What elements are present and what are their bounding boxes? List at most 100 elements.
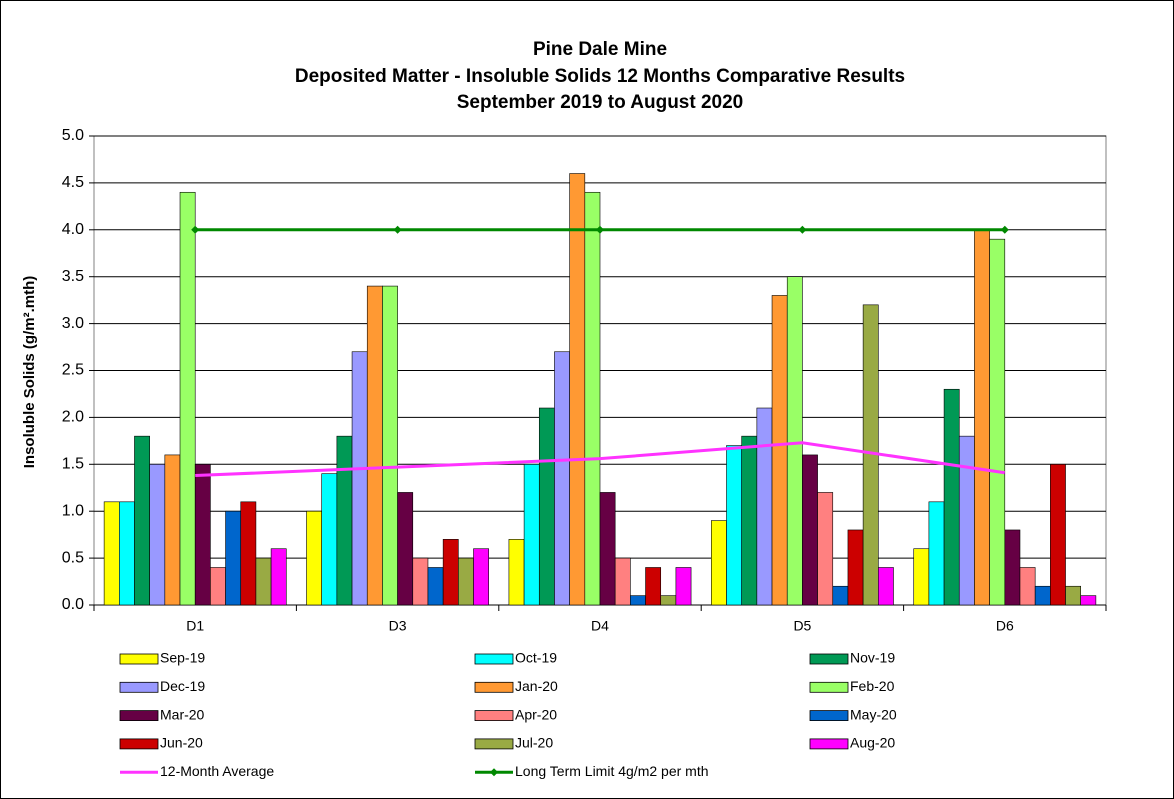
bar bbox=[1019, 567, 1036, 606]
bar bbox=[179, 191, 196, 606]
bar bbox=[321, 473, 338, 606]
bar bbox=[270, 548, 287, 606]
chart-title: Deposited Matter - Insoluble Solids 12 M… bbox=[295, 66, 905, 87]
bar bbox=[508, 539, 525, 606]
legend-swatch bbox=[119, 681, 159, 693]
legend-swatch bbox=[474, 738, 514, 750]
legend-label: Long Term Limit 4g/m2 per mth bbox=[515, 763, 709, 779]
bar bbox=[458, 557, 474, 606]
y-tick-label: 3.0 bbox=[62, 315, 84, 332]
y-tick-label: 0.0 bbox=[62, 596, 84, 613]
bar bbox=[614, 557, 631, 606]
y-tick-label: 1.5 bbox=[62, 456, 84, 473]
bar bbox=[913, 548, 930, 606]
bar bbox=[149, 463, 166, 606]
bar bbox=[351, 351, 368, 606]
bar bbox=[645, 567, 662, 606]
bar bbox=[1004, 529, 1021, 606]
bar bbox=[974, 229, 990, 606]
y-tick-label: 4.0 bbox=[62, 221, 84, 238]
y-tick-label: 1.0 bbox=[62, 502, 84, 519]
bar bbox=[1080, 595, 1097, 606]
bar bbox=[103, 501, 120, 606]
line-marker bbox=[596, 225, 604, 234]
bar bbox=[726, 445, 742, 606]
bar bbox=[943, 388, 960, 606]
bar bbox=[397, 492, 414, 606]
legend-label: Apr-20 bbox=[515, 706, 557, 722]
legend-label: Oct-19 bbox=[515, 650, 557, 666]
legend-label: Nov-19 bbox=[850, 650, 895, 666]
bar bbox=[1065, 585, 1082, 606]
bar bbox=[164, 454, 181, 606]
bar bbox=[194, 463, 211, 606]
legend-label: Jan-20 bbox=[515, 678, 558, 694]
x-tick-label: D5 bbox=[793, 618, 811, 634]
x-tick-label: D4 bbox=[591, 618, 609, 634]
bar bbox=[928, 501, 945, 606]
line-marker bbox=[1000, 225, 1009, 234]
line-marker bbox=[798, 225, 807, 234]
legend-swatch bbox=[474, 653, 514, 665]
bar bbox=[538, 407, 555, 606]
legend-label: Aug-20 bbox=[850, 735, 895, 751]
legend-swatch bbox=[474, 681, 514, 693]
legend-label: Dec-19 bbox=[160, 678, 205, 694]
legend-swatch bbox=[809, 710, 849, 721]
legend-swatch bbox=[119, 738, 159, 750]
bar bbox=[336, 435, 353, 606]
line-marker bbox=[393, 225, 402, 234]
bar bbox=[756, 407, 773, 606]
legend-swatch bbox=[809, 738, 849, 750]
bar bbox=[554, 351, 570, 606]
chart-title: September 2019 to August 2020 bbox=[457, 92, 744, 113]
bar bbox=[630, 595, 646, 606]
x-tick-label: D6 bbox=[996, 618, 1014, 634]
bar bbox=[225, 510, 242, 606]
bar bbox=[877, 567, 894, 606]
bar bbox=[306, 510, 322, 606]
bar bbox=[442, 539, 459, 606]
legend-label: Feb-20 bbox=[850, 678, 895, 694]
legend-label: Mar-20 bbox=[160, 706, 205, 722]
legend-swatch bbox=[474, 710, 514, 721]
y-tick-label: 2.0 bbox=[62, 409, 84, 426]
legend-marker bbox=[490, 768, 498, 777]
bar bbox=[1034, 585, 1051, 606]
legend-swatch bbox=[809, 653, 849, 665]
bar bbox=[786, 276, 803, 606]
bar bbox=[741, 435, 758, 606]
x-tick-label: D3 bbox=[389, 618, 407, 634]
y-tick-label: 2.5 bbox=[62, 362, 84, 379]
legend-label: May-20 bbox=[850, 706, 897, 722]
legend-label: 12-Month Average bbox=[160, 763, 274, 779]
bar bbox=[255, 557, 272, 606]
y-axis-label: Insoluble Solids (g/m².mth) bbox=[21, 276, 38, 469]
y-tick-label: 4.5 bbox=[62, 174, 84, 191]
legend-swatch bbox=[809, 681, 849, 693]
bar bbox=[240, 501, 257, 606]
bar bbox=[119, 501, 135, 606]
bar bbox=[1050, 463, 1066, 606]
bar bbox=[989, 238, 1006, 606]
bar bbox=[366, 285, 383, 606]
legend-label: Jun-20 bbox=[160, 735, 203, 751]
bar bbox=[523, 463, 540, 606]
legend-swatch bbox=[119, 710, 159, 721]
x-tick-label: D1 bbox=[186, 618, 204, 634]
bar bbox=[569, 173, 586, 606]
bar bbox=[832, 585, 849, 606]
bar bbox=[675, 567, 692, 606]
line-series bbox=[195, 441, 1006, 478]
bar bbox=[382, 285, 398, 606]
bar bbox=[599, 492, 616, 606]
bar bbox=[427, 567, 444, 606]
bar bbox=[584, 191, 601, 606]
bar bbox=[711, 520, 727, 606]
legend-swatch bbox=[119, 653, 159, 665]
y-tick-label: 0.5 bbox=[62, 549, 84, 566]
bar bbox=[847, 529, 864, 606]
bar bbox=[473, 548, 489, 606]
bar bbox=[817, 492, 834, 606]
